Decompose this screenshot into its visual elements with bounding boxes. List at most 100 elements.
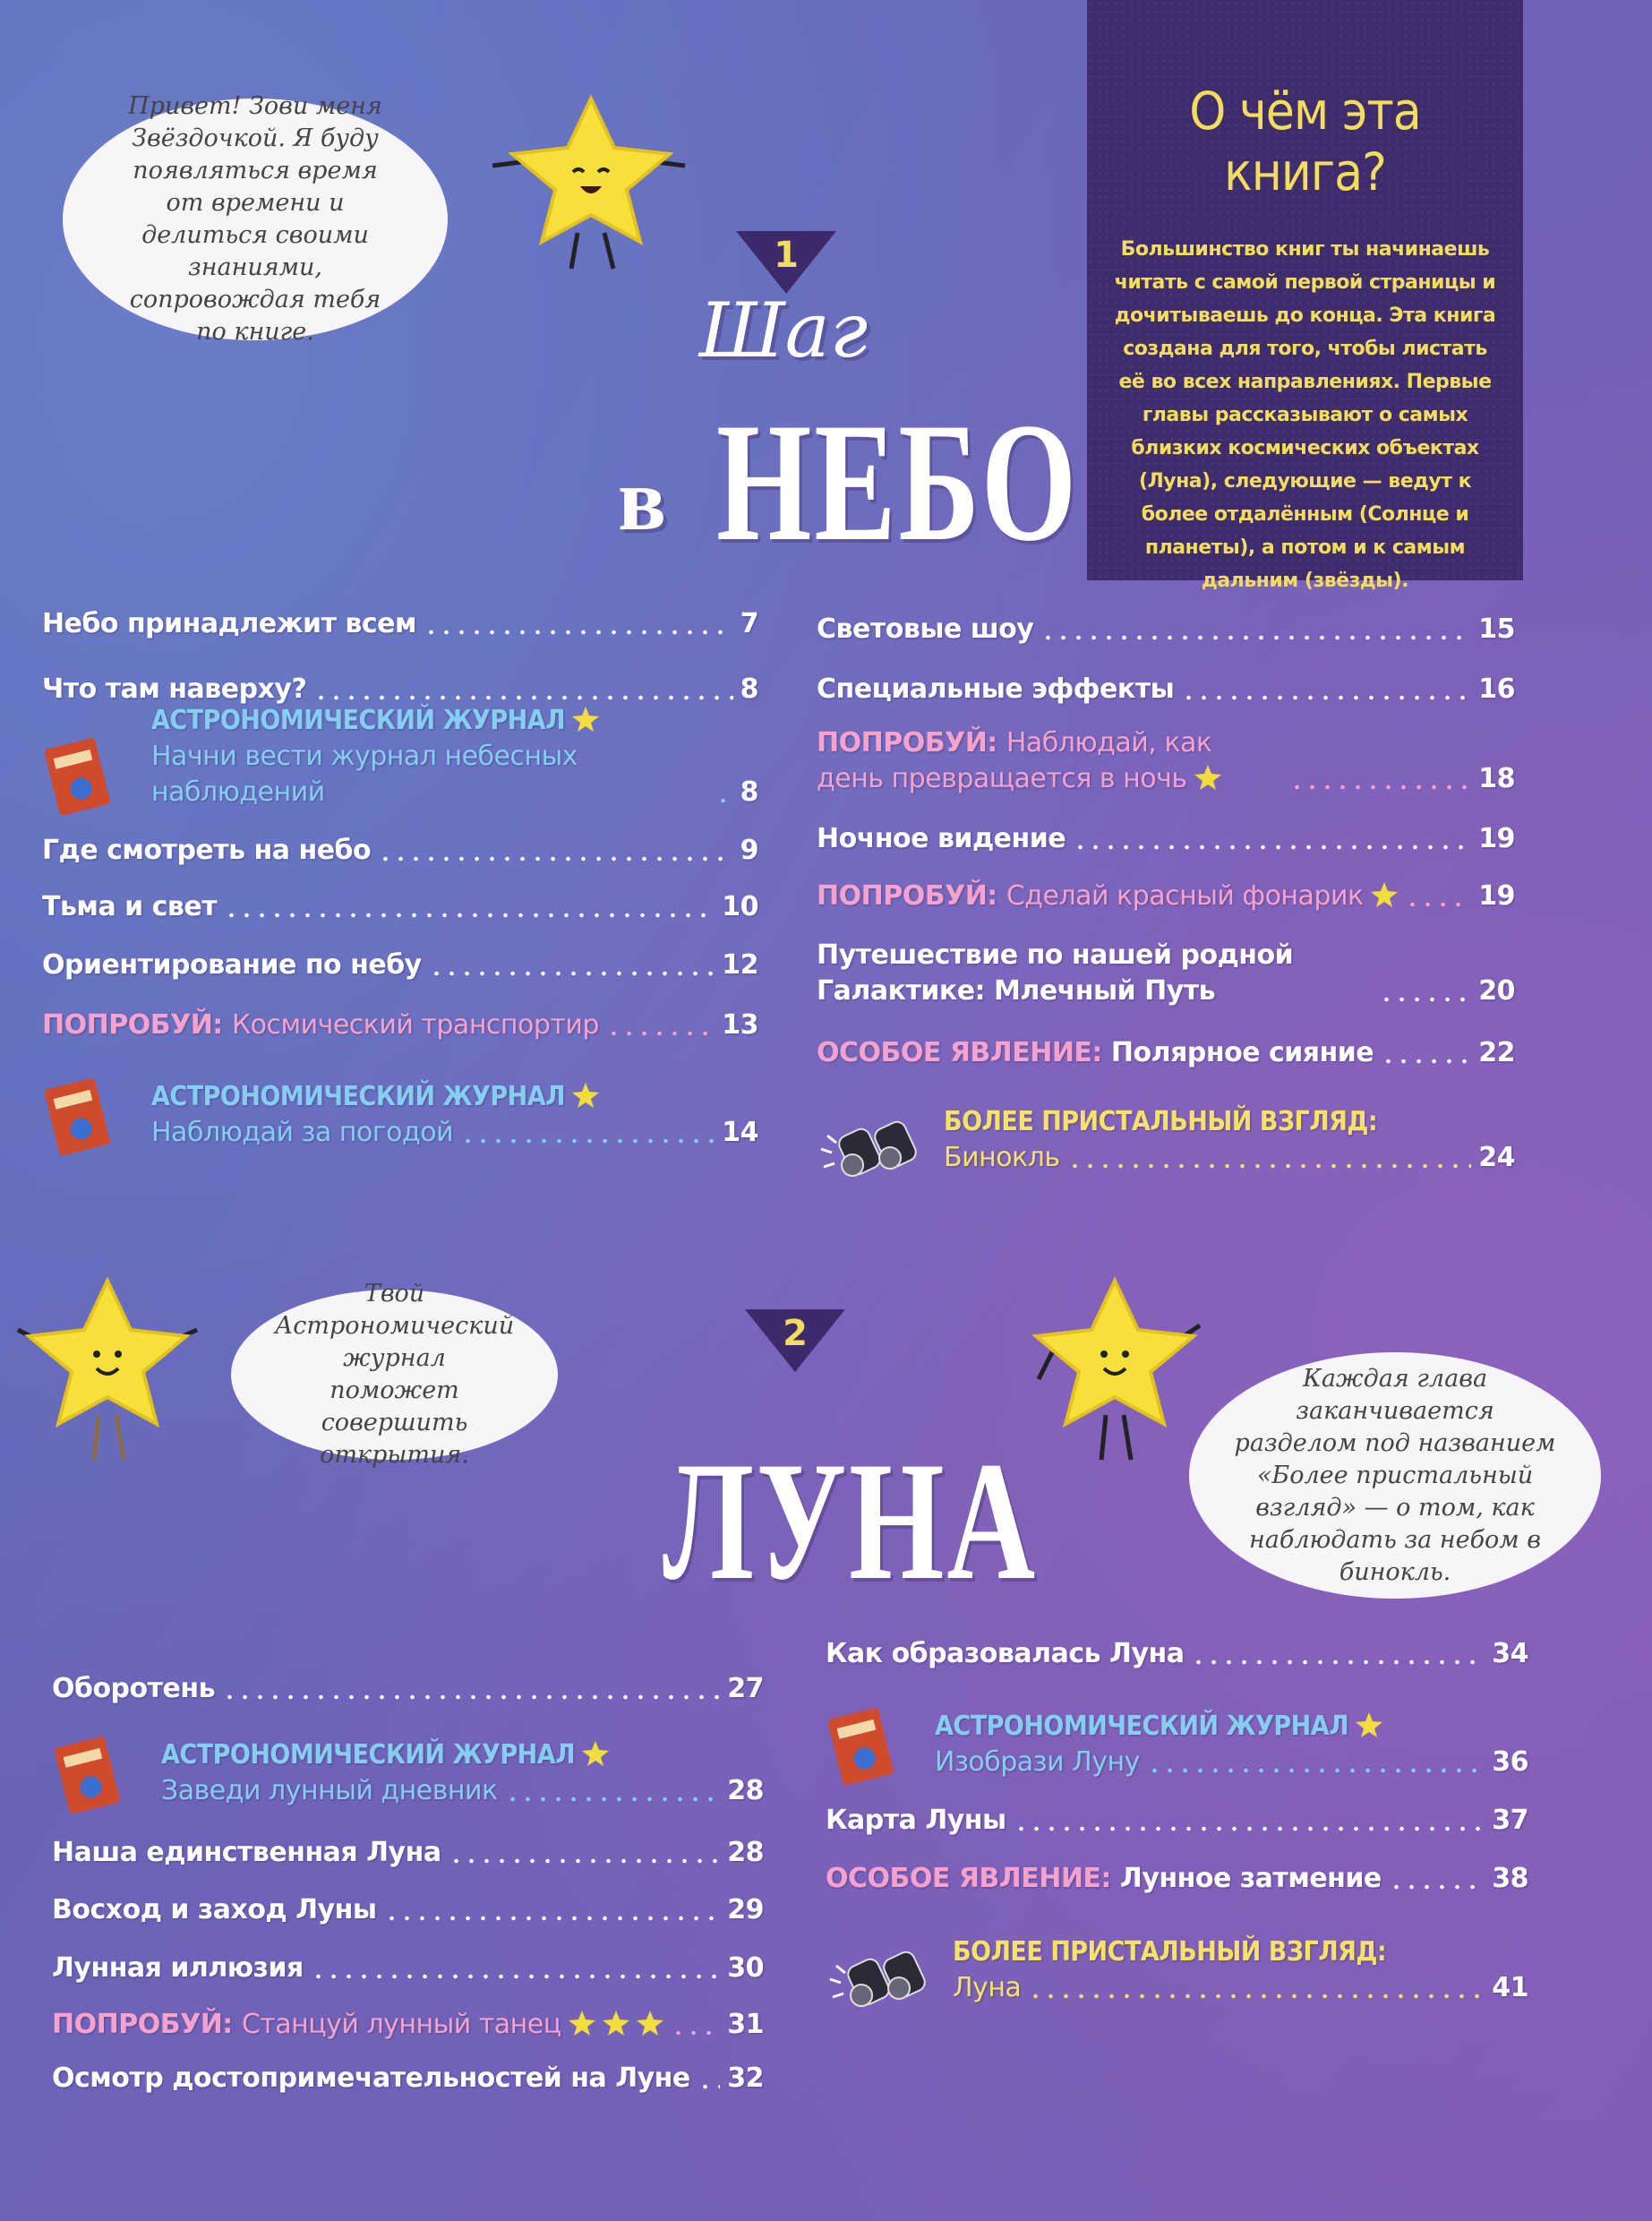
entry-text: Где смотреть на небо bbox=[42, 835, 372, 866]
leader-dots bbox=[504, 1797, 721, 1802]
toc-entry: Ночное видение 19 bbox=[817, 821, 1515, 857]
leader-dots bbox=[1146, 1768, 1485, 1773]
page-number: 41 bbox=[1492, 1972, 1528, 2003]
entry-text: Наблюдай, как день превращается в ночь bbox=[817, 727, 1212, 794]
entry-text-wrap: Что там наверху? bbox=[42, 672, 307, 707]
entry-text: Луна bbox=[953, 1972, 1022, 2003]
page-number: 20 bbox=[1478, 975, 1515, 1007]
entry-text: Восход и заход Луны bbox=[52, 1894, 377, 1925]
speech-bubble: Твой Астрономический журнал поможет сове… bbox=[231, 1280, 558, 1469]
entry-text-wrap: ПОПРОБУЙ: Наблюдай, как день превращается… bbox=[817, 725, 1282, 797]
entry-text: Световые шоу bbox=[817, 613, 1034, 645]
entry-text: Лунная иллюзия bbox=[52, 1952, 304, 1984]
entry-text: Наблюдай за погодой bbox=[151, 1117, 454, 1148]
leader-dots bbox=[1066, 1163, 1472, 1169]
entry-row: Бинокль 24 bbox=[817, 1140, 1515, 1176]
entry-text-wrap: Где смотреть на небо bbox=[42, 833, 372, 869]
page-number: 37 bbox=[1492, 1805, 1528, 1836]
entry-label: БОЛЕЕ ПРИСТАЛЬНЫЙ ВЗГЛЯД: bbox=[944, 1106, 1378, 1137]
page-number: 22 bbox=[1478, 1037, 1515, 1068]
entry-row: ПОПРОБУЙ: Космический транспортир 13 bbox=[42, 1008, 758, 1043]
page-number: 29 bbox=[727, 1894, 764, 1925]
entry-row: Ночное видение 19 bbox=[817, 821, 1515, 857]
toc-entry: АСТРОНОМИЧЕСКИЙ ЖУРНАЛ Изобрази Луну 36 bbox=[826, 1708, 1528, 1786]
entry-text: Карта Луны bbox=[826, 1805, 1006, 1836]
entry-row: Ориентирование по небу 12 bbox=[42, 948, 758, 983]
page-number: 28 bbox=[727, 1775, 764, 1806]
toc-entry: ОСОБОЕ ЯВЛЕНИЕ: Лунное затмение 38 bbox=[826, 1861, 1528, 1897]
about-box: О чём эта книга? Большинство книг ты нач… bbox=[1087, 0, 1523, 592]
entry-text-wrap: Как образовалась Луна bbox=[826, 1636, 1185, 1672]
entry-row: Карта Луны 37 bbox=[826, 1803, 1528, 1839]
page-number: 13 bbox=[722, 1009, 758, 1041]
star-icon bbox=[636, 2011, 663, 2036]
entry-label: ОСОБОЕ ЯВЛЕНИЕ: bbox=[817, 1037, 1102, 1068]
entry-label: АСТРОНОМИЧЕСКИЙ ЖУРНАЛ bbox=[42, 1079, 758, 1115]
entry-row: Как образовалась Луна 34 bbox=[826, 1636, 1528, 1672]
leader-dots bbox=[448, 1858, 721, 1864]
leader-dots bbox=[1040, 635, 1472, 640]
leader-dots bbox=[222, 1694, 721, 1700]
entry-text-wrap: Осмотр достопримечательностей на Луне bbox=[52, 2061, 690, 2097]
entry-text-wrap: Изобрази Луну bbox=[935, 1745, 1140, 1780]
page-number: 12 bbox=[722, 949, 758, 981]
mascot bbox=[16, 1276, 198, 1461]
star-icon bbox=[572, 1083, 600, 1108]
entry-text: Путешествие по нашей родной Галактике: М… bbox=[817, 939, 1294, 1007]
mascot bbox=[492, 94, 686, 270]
toc-entry: БОЛЕЕ ПРИСТАЛЬНЫЙ ВЗГЛЯД: Луна 41 bbox=[826, 1934, 1528, 2007]
entry-row: Осмотр достопримечательностей на Луне 32 bbox=[52, 2061, 764, 2097]
entry-row: ПОПРОБУЙ: Сделай красный фонарик 19 bbox=[817, 879, 1515, 914]
entry-row: Наблюдай за погодой 14 bbox=[42, 1115, 758, 1151]
toc-entry: ПОПРОБУЙ: Наблюдай, как день превращается… bbox=[817, 725, 1515, 797]
chapter-number: 2 bbox=[783, 1313, 808, 1354]
journal-icon bbox=[54, 1736, 120, 1814]
entry-text-wrap: Начни вести журнал небесных наблюдений bbox=[151, 739, 708, 810]
page-number: 18 bbox=[1478, 763, 1515, 794]
toc-entry: ПОПРОБУЙ: Космический транспортир 13 bbox=[42, 1008, 758, 1043]
page-number: 27 bbox=[727, 1673, 764, 1704]
chapter-marker bbox=[745, 1309, 845, 1372]
entry-label: ПОПРОБУЙ: bbox=[817, 727, 997, 759]
page-number: 36 bbox=[1492, 1746, 1528, 1778]
entry-text-wrap: ОСОБОЕ ЯВЛЕНИЕ: Лунное затмение bbox=[826, 1861, 1382, 1897]
page-number: 31 bbox=[727, 2009, 764, 2040]
entry-text: Тьма и свет bbox=[42, 891, 218, 922]
toc-entry: ПОПРОБУЙ: Станцуй лунный танец 31 bbox=[52, 2007, 764, 2043]
page-number: 30 bbox=[727, 1952, 764, 1984]
entry-text-wrap: Оборотень bbox=[52, 1671, 216, 1707]
leader-dots bbox=[460, 1138, 715, 1144]
page-number: 10 bbox=[722, 891, 758, 922]
entry-text: Бинокль bbox=[944, 1142, 1060, 1173]
entry-row: Начни вести журнал небесных наблюдений 8 bbox=[42, 739, 759, 810]
entry-text: Изобрази Луну bbox=[935, 1746, 1140, 1778]
entry-row: Тьма и свет 10 bbox=[42, 889, 758, 925]
star-icon bbox=[568, 2011, 595, 2036]
entry-text: Станцуй лунный танец bbox=[241, 2009, 561, 2040]
page-number: 19 bbox=[1478, 823, 1515, 854]
speech-bubble: Привет! Зови меня Звёздочкой. Я буду поя… bbox=[63, 92, 448, 346]
toc-entry: Путешествие по нашей родной Галактике: М… bbox=[817, 938, 1515, 1009]
entry-row: Луна 41 bbox=[826, 1970, 1528, 2006]
page-number: 9 bbox=[740, 835, 759, 866]
entry-text: Что там наверху? bbox=[42, 673, 307, 705]
toc-entry: Наша единственная Луна 28 bbox=[52, 1835, 764, 1871]
toc-entry: Специальные эффекты 16 bbox=[817, 672, 1515, 707]
entry-label: ПОПРОБУЙ: bbox=[42, 1009, 223, 1041]
entry-label: АСТРОНОМИЧЕСКИЙ ЖУРНАЛ bbox=[42, 703, 758, 739]
leader-dots bbox=[224, 913, 715, 918]
star-icon bbox=[1356, 1712, 1383, 1737]
entry-text-wrap: Специальные эффекты bbox=[817, 672, 1175, 707]
journal-icon bbox=[44, 1078, 110, 1156]
leader-dots bbox=[313, 695, 733, 700]
page-number: 32 bbox=[727, 2062, 764, 2094]
toc-entry: АСТРОНОМИЧЕСКИЙ ЖУРНАЛ Наблюдай за погодо… bbox=[42, 1078, 758, 1156]
leader-dots bbox=[428, 971, 715, 976]
entry-label: ПОПРОБУЙ: bbox=[52, 2009, 233, 2040]
mascot bbox=[1031, 1276, 1202, 1461]
leader-dots bbox=[383, 1916, 721, 1921]
entry-text-wrap: ОСОБОЕ ЯВЛЕНИЕ: Полярное сияние bbox=[817, 1035, 1374, 1071]
entry-row: ПОПРОБУЙ: Наблюдай, как день превращается… bbox=[817, 725, 1515, 797]
leader-dots bbox=[424, 630, 733, 635]
toc-entry: АСТРОНОМИЧЕСКИЙ ЖУРНАЛ Начни вести журнал… bbox=[42, 703, 759, 816]
